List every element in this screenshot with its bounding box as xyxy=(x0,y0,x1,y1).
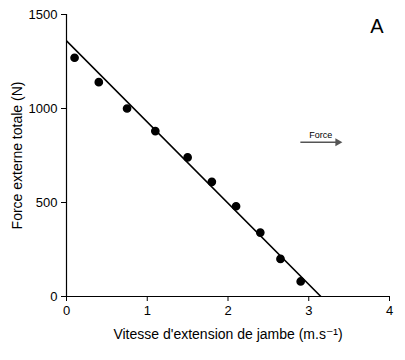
svg-text:Force: Force xyxy=(309,130,332,140)
svg-text:1500: 1500 xyxy=(29,7,58,22)
svg-text:Force externe totale (N): Force externe totale (N) xyxy=(9,82,25,230)
svg-text:2: 2 xyxy=(224,303,231,318)
svg-text:1000: 1000 xyxy=(29,101,58,116)
svg-text:3: 3 xyxy=(305,303,312,318)
svg-text:0: 0 xyxy=(63,303,70,318)
svg-text:1: 1 xyxy=(144,303,151,318)
svg-text:4: 4 xyxy=(386,303,393,318)
svg-text:A: A xyxy=(370,15,384,37)
svg-text:0: 0 xyxy=(50,289,57,304)
svg-text:500: 500 xyxy=(36,195,58,210)
svg-text:Vitesse d'extension de jambe (: Vitesse d'extension de jambe (m.s⁻¹) xyxy=(113,326,342,342)
